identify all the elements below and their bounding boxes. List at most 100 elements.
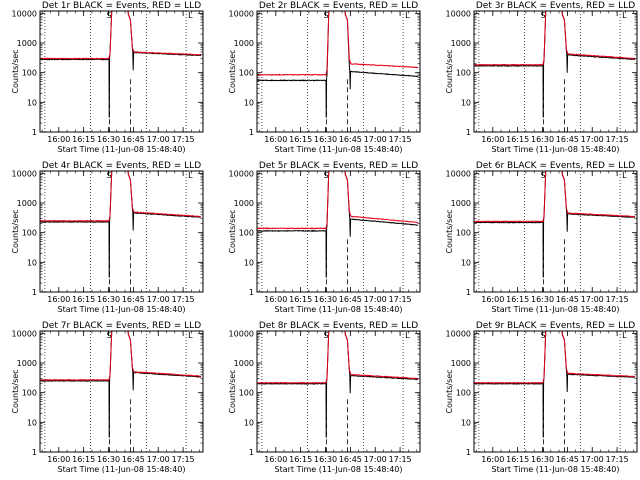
x-tick-label: 16:45	[122, 135, 145, 144]
lld-series-line	[257, 171, 419, 230]
y-tick-label: 10000	[229, 329, 254, 338]
saa-start-marker: S	[323, 11, 328, 20]
chart-title: Det 2r BLACK = Events, RED = LLD	[259, 1, 418, 11]
saa-start-marker: S	[323, 171, 328, 180]
saa-start-marker: S	[540, 331, 545, 340]
y-tick-label: 100	[456, 389, 471, 398]
plot-frame	[256, 10, 421, 133]
y-tick-label: 10	[244, 418, 254, 427]
y-tick-label: 1000	[234, 199, 254, 208]
y-axis-label: Counts/sec	[228, 369, 237, 413]
x-tick-label: 16:15	[506, 455, 529, 464]
y-tick-label: 1000	[234, 359, 254, 368]
x-tick-label: 16:30	[97, 135, 120, 144]
y-tick-label: 10000	[229, 169, 254, 178]
y-axis-label: Counts/sec	[445, 369, 454, 413]
x-tick-label: 17:00	[147, 455, 170, 464]
x-tick-label: 17:15	[172, 135, 195, 144]
y-tick-label: 10000	[446, 169, 471, 178]
y-axis-label: Counts/sec	[445, 49, 454, 93]
saa-end-marker: L	[622, 171, 627, 180]
x-tick-label: 16:30	[531, 135, 554, 144]
y-tick-label: 1000	[17, 39, 37, 48]
x-tick-label: 16:15	[72, 135, 95, 144]
events-series-line	[474, 171, 636, 278]
y-tick-label: 1	[249, 288, 254, 297]
x-axis-label: Start Time (11-Jun-08 15:48:40)	[492, 465, 620, 474]
y-axis-label: Counts/sec	[445, 209, 454, 253]
x-axis-label: Start Time (11-Jun-08 15:48:40)	[58, 305, 186, 314]
y-tick-label: 10000	[12, 9, 37, 18]
events-series-line	[257, 171, 418, 278]
saa-start-marker: S	[106, 331, 111, 340]
chart-title: Det 5r BLACK = Events, RED = LLD	[259, 161, 418, 171]
x-tick-label: 16:45	[122, 455, 145, 464]
x-tick-label: 16:45	[556, 135, 579, 144]
x-tick-label: 16:00	[481, 295, 504, 304]
x-tick-label: 16:00	[264, 135, 287, 144]
x-tick-label: 16:15	[289, 295, 312, 304]
y-tick-label: 10	[461, 98, 471, 107]
plot-frame	[39, 170, 204, 293]
x-tick-label: 16:00	[47, 135, 70, 144]
saa-end-marker: L	[188, 171, 193, 180]
x-tick-label: 16:00	[264, 455, 287, 464]
y-tick-label: 1	[32, 448, 37, 457]
y-tick-label: 1000	[17, 359, 37, 368]
y-tick-label: 1	[249, 128, 254, 137]
y-tick-label: 10	[27, 98, 37, 107]
y-tick-label: 1	[466, 288, 471, 297]
x-tick-label: 16:15	[506, 135, 529, 144]
plot-frame	[473, 330, 638, 453]
chart-title: Det 8r BLACK = Events, RED = LLD	[259, 321, 418, 331]
y-tick-label: 10	[27, 418, 37, 427]
plot-frame	[39, 330, 204, 453]
x-tick-label: 17:00	[364, 135, 387, 144]
events-series-line	[40, 331, 201, 438]
x-tick-label: 16:45	[556, 295, 579, 304]
y-tick-label: 10	[461, 258, 471, 267]
lld-series-line	[40, 11, 202, 60]
x-tick-label: 16:15	[72, 295, 95, 304]
x-tick-label: 16:30	[531, 455, 554, 464]
y-tick-label: 10000	[12, 169, 37, 178]
chart-title: Det 6r BLACK = Events, RED = LLD	[476, 161, 635, 171]
y-tick-label: 1	[466, 448, 471, 457]
saa-start-marker: S	[323, 331, 328, 340]
chart-title: Det 9r BLACK = Events, RED = LLD	[476, 321, 635, 331]
y-tick-label: 100	[239, 229, 254, 238]
y-tick-label: 100	[239, 69, 254, 78]
y-tick-label: 10	[27, 258, 37, 267]
saa-end-marker: L	[405, 171, 410, 180]
lld-series-line	[474, 171, 636, 223]
x-tick-label: 17:00	[147, 295, 170, 304]
saa-end-marker: L	[405, 11, 410, 20]
y-tick-label: 10	[244, 98, 254, 107]
lld-series-line	[474, 11, 635, 66]
y-tick-label: 10	[244, 258, 254, 267]
y-tick-label: 100	[22, 69, 37, 78]
x-tick-label: 16:45	[339, 135, 362, 144]
x-tick-label: 16:15	[289, 455, 312, 464]
saa-start-marker: S	[106, 11, 111, 20]
saa-start-marker: S	[106, 171, 111, 180]
y-axis-label: Counts/sec	[11, 49, 20, 93]
saa-end-marker: L	[188, 331, 193, 340]
x-tick-label: 16:30	[97, 295, 120, 304]
lld-series-line	[474, 331, 636, 384]
x-axis-label: Start Time (11-Jun-08 15:48:40)	[275, 305, 403, 314]
y-tick-label: 1	[466, 128, 471, 137]
y-tick-label: 1000	[451, 359, 471, 368]
events-series-line	[474, 11, 636, 118]
x-tick-label: 17:15	[389, 295, 412, 304]
y-tick-label: 10000	[229, 9, 254, 18]
x-tick-label: 16:30	[314, 295, 337, 304]
x-tick-label: 16:00	[264, 295, 287, 304]
events-series-line	[257, 331, 419, 438]
x-axis-label: Start Time (11-Jun-08 15:48:40)	[275, 465, 403, 474]
